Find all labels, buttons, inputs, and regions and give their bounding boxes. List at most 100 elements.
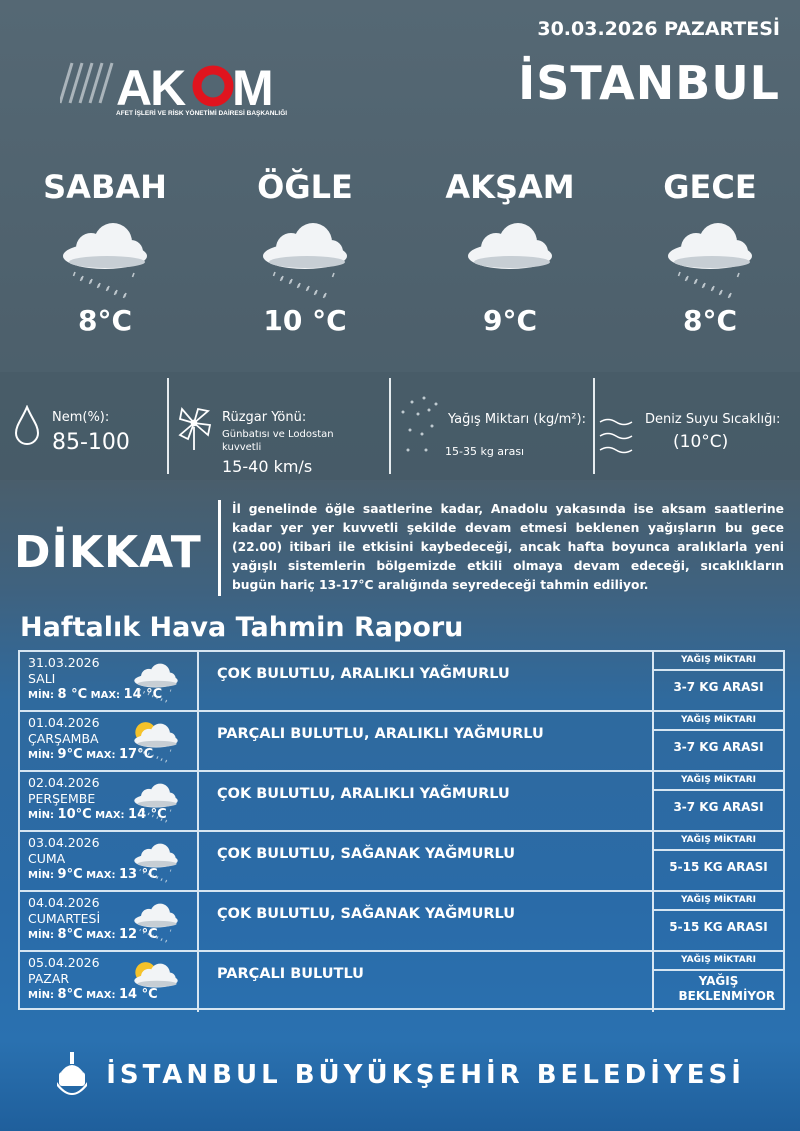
warning-text: İl genelinde öğle saatlerine kadar, Anad… xyxy=(232,502,784,592)
min-temp: 8°C xyxy=(57,927,83,942)
rain-header: YAĞIŞ MİKTARI xyxy=(654,892,783,911)
max-label: MAX: xyxy=(86,930,116,941)
svg-text:M: M xyxy=(232,60,274,116)
min-temp: 8°C xyxy=(57,987,83,1002)
min-temp: 8 °C xyxy=(57,687,88,702)
row-date: 03.04.2026 xyxy=(28,835,100,850)
rain-header: YAĞIŞ MİKTARI xyxy=(654,652,783,671)
period-3: GECE 8°C xyxy=(625,168,795,337)
max-label: MAX: xyxy=(86,750,116,761)
period-name: AKŞAM xyxy=(445,168,575,206)
max-temp: 14 °C xyxy=(123,687,163,702)
max-temp: 12 °C xyxy=(119,927,158,942)
wind-label: Rüzgar Yönü: xyxy=(222,410,307,425)
row-day: CUMA xyxy=(28,851,66,866)
period-temp: 9°C xyxy=(482,304,538,337)
row-day: SALI xyxy=(28,671,56,686)
table-row: 05.04.2026 PAZAR MİN: 8°C MAX: 14 °C PAR… xyxy=(20,952,783,1012)
city-title: İSTANBUL xyxy=(518,56,780,110)
row-date: 04.04.2026 xyxy=(28,895,100,910)
weekly-title: Haftalık Hava Tahmin Raporu xyxy=(20,612,464,643)
warning-title: DİKKAT xyxy=(14,527,202,578)
period-temp: 10 °C xyxy=(263,304,347,337)
pinwheel-icon xyxy=(178,407,212,450)
sea-temp-value: (10°C) xyxy=(673,432,729,452)
max-label: MAX: xyxy=(86,990,116,1001)
wind-desc: Günbatısı ve Lodostan kuvvetli xyxy=(222,429,334,453)
row-date: 31.03.2026 xyxy=(28,655,100,670)
cloud-rain-icon xyxy=(220,212,390,302)
max-temp: 14 °C xyxy=(119,987,158,1002)
max-label: MAX: xyxy=(90,690,121,701)
humidity-label: Nem(%): xyxy=(52,410,110,425)
min-temp: 10°C xyxy=(57,807,92,822)
table-row: 03.04.2026 CUMA MİN: 9°C MAX: 13 °C ÇOK … xyxy=(20,832,783,892)
raindrops-icon xyxy=(401,396,438,452)
min-label: MİN: xyxy=(28,690,55,701)
humidity-value: 85-100 xyxy=(52,430,130,455)
rain-header: YAĞIŞ MİKTARI xyxy=(654,712,783,731)
row-rain: YAĞIŞ BEKLENMİYOR xyxy=(678,974,776,1003)
period-name: GECE xyxy=(663,168,757,206)
row-condition: ÇOK BULUTLU, ARALIKLI YAĞMURLU xyxy=(199,652,654,710)
table-row: 31.03.2026 SALI MİN: 8 °C MAX: 14 °C ÇOK… xyxy=(20,652,783,712)
row-day: PERŞEMBE xyxy=(28,791,96,806)
row-rain: 3-7 KG ARASI xyxy=(673,800,764,814)
period-1: ÖĞLE 10 °C xyxy=(220,168,390,337)
row-rain: 3-7 KG ARASI xyxy=(673,680,764,694)
min-label: MİN: xyxy=(28,930,55,941)
period-0: SABAH 8°C xyxy=(20,168,190,337)
row-date: 05.04.2026 xyxy=(28,955,100,970)
min-label: MİN: xyxy=(28,810,55,821)
row-condition: ÇOK BULUTLU, ARALIKLI YAĞMURLU xyxy=(199,772,654,830)
sea-temp-label: Deniz Suyu Sıcaklığı: xyxy=(645,412,781,427)
stats-bar: Nem(%): 85-100 Rüzgar Yönü: Günbatısı ve… xyxy=(0,372,800,480)
min-temp: 9°C xyxy=(57,867,83,882)
cloud-icon xyxy=(425,212,595,302)
wind-value: 15-40 km/s xyxy=(222,457,313,476)
ibb-logo-icon xyxy=(57,1052,88,1095)
date: 30.03.2026 PAZARTESİ xyxy=(537,18,780,40)
period-2: AKŞAM 9°C xyxy=(425,168,595,337)
min-label: MİN: xyxy=(28,990,55,1001)
rain-header: YAĞIŞ MİKTARI xyxy=(654,832,783,851)
akom-logo: AK M AFET İŞLERİ VE RİSK YÖNETİMİ DAİRES… xyxy=(58,55,330,120)
row-day: ÇARŞAMBA xyxy=(28,731,99,746)
svg-text:AFET İŞLERİ VE RİSK YÖNETİMİ D: AFET İŞLERİ VE RİSK YÖNETİMİ DAİRESİ BAŞ… xyxy=(116,108,287,117)
rain-value: 15-35 kg arası xyxy=(445,445,525,458)
table-row: 04.04.2026 CUMARTESİ MİN: 8°C MAX: 12 °C… xyxy=(20,892,783,952)
rain-header: YAĞIŞ MİKTARI xyxy=(654,952,783,971)
max-temp: 13 °C xyxy=(119,867,158,882)
row-day: CUMARTESİ xyxy=(28,911,101,926)
row-condition: ÇOK BULUTLU, SAĞANAK YAĞMURLU xyxy=(199,892,654,950)
row-condition: ÇOK BULUTLU, SAĞANAK YAĞMURLU xyxy=(199,832,654,890)
row-condition: PARÇALI BULUTLU, ARALIKLI YAĞMURLU xyxy=(199,712,654,770)
cloud-rain-icon xyxy=(625,212,795,302)
waves-icon xyxy=(599,418,633,454)
svg-text:AK: AK xyxy=(116,60,186,116)
row-condition: PARÇALI BULUTLU xyxy=(199,952,654,1012)
weekly-table: 31.03.2026 SALI MİN: 8 °C MAX: 14 °C ÇOK… xyxy=(18,650,785,1012)
rain-label: Yağış Miktarı (kg/m²): xyxy=(448,412,586,427)
min-label: MİN: xyxy=(28,750,55,761)
period-name: SABAH xyxy=(43,168,167,206)
row-day: PAZAR xyxy=(28,971,70,986)
min-temp: 9°C xyxy=(57,747,83,762)
droplet-icon xyxy=(14,405,40,445)
footer: İSTANBUL BÜYÜKŞEHİR BELEDİYESİ xyxy=(0,1052,800,1098)
row-rain: 5-15 KG ARASI xyxy=(669,860,768,874)
period-temp: 8°C xyxy=(77,304,133,337)
table-row: 02.04.2026 PERŞEMBE MİN: 10°C MAX: 14 °C… xyxy=(20,772,783,832)
row-date: 01.04.2026 xyxy=(28,715,100,730)
period-temp: 8°C xyxy=(682,304,738,337)
min-label: MİN: xyxy=(28,870,55,881)
period-name: ÖĞLE xyxy=(257,168,353,206)
table-row: 01.04.2026 ÇARŞAMBA MİN: 9°C MAX: 17°C P… xyxy=(20,712,783,772)
max-label: MAX: xyxy=(95,810,125,821)
cloud-rain-icon xyxy=(20,212,190,302)
footer-text: İSTANBUL BÜYÜKŞEHİR BELEDİYESİ xyxy=(106,1060,745,1090)
rain-header: YAĞIŞ MİKTARI xyxy=(654,772,783,791)
row-rain: 3-7 KG ARASI xyxy=(673,740,764,754)
row-rain: 5-15 KG ARASI xyxy=(669,920,768,934)
max-temp: 17°C xyxy=(119,747,154,762)
